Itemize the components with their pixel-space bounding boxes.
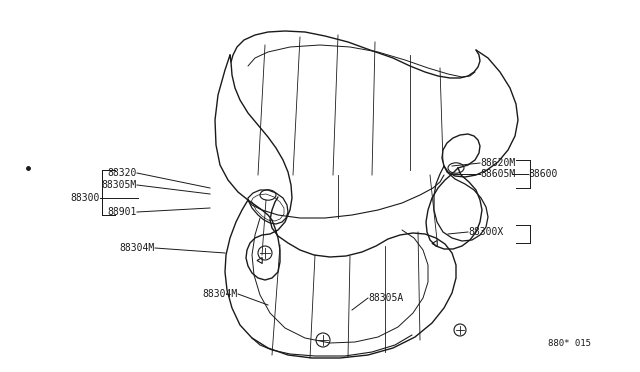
Text: 88300: 88300 [70, 193, 100, 203]
Text: 88304M: 88304M [120, 243, 155, 253]
Text: 88605M: 88605M [480, 169, 515, 179]
Text: 88320: 88320 [108, 168, 137, 178]
Text: 88300X: 88300X [468, 227, 503, 237]
Text: 880* 015: 880* 015 [548, 340, 591, 349]
Text: 88305A: 88305A [368, 293, 403, 303]
Text: 88304M: 88304M [203, 289, 238, 299]
Text: 88620M: 88620M [480, 158, 515, 168]
Text: 88600: 88600 [528, 169, 557, 179]
Text: 88901: 88901 [108, 207, 137, 217]
Text: 88305M: 88305M [102, 180, 137, 190]
